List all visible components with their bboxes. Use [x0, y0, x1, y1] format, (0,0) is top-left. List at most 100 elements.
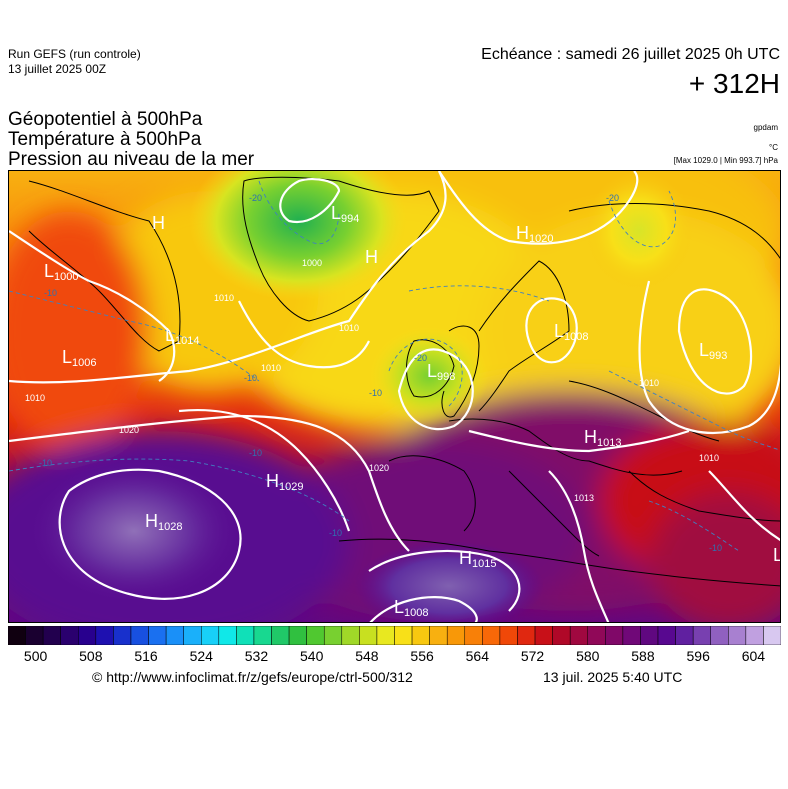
color-scale-swatch	[271, 625, 290, 646]
color-scale-swatch	[218, 625, 237, 646]
color-scale-swatch	[306, 625, 325, 646]
forecast-horizon: + 312H	[688, 68, 780, 99]
unit-geopotential: gpdam	[753, 123, 778, 132]
color-scale-swatch	[323, 625, 343, 646]
color-scale-tick-label: 564	[465, 648, 489, 664]
run-date: 13 juillet 2025 00Z	[8, 62, 107, 76]
color-scale-swatch	[605, 625, 624, 646]
color-scale-tick-label: 532	[244, 648, 269, 664]
color-scale-tick-label: 508	[79, 648, 103, 664]
low-label-east-edge: L	[773, 545, 781, 565]
isotherm-label: -20	[249, 193, 262, 203]
color-scale-tick-label: 548	[355, 648, 379, 664]
color-scale-swatch	[464, 625, 483, 646]
high-label-atlantic: H1028	[145, 511, 182, 533]
color-scale-swatch	[482, 625, 501, 646]
high-label-sahara: H1015	[459, 548, 496, 570]
color-scale-swatch	[236, 625, 255, 646]
isobars	[9, 171, 780, 622]
color-scale-swatch	[394, 625, 413, 646]
param-pressure: Pression au niveau de la mer	[8, 149, 255, 170]
color-scale-swatch	[552, 625, 571, 646]
isotherm-label: -10	[44, 288, 57, 298]
color-scale-swatch	[429, 625, 448, 646]
color-scale-tick-label: 580	[576, 648, 600, 664]
isobar-label: 1013	[574, 493, 594, 503]
color-scale-labels: 500 508 516 524 532 540 548 556 564 572 580 588 596 6…	[0, 648, 788, 666]
isotherm-label: -10	[369, 388, 382, 398]
color-scale-swatch	[675, 625, 694, 646]
color-scale-swatch	[113, 625, 132, 646]
isotherm-label: -10	[709, 543, 722, 553]
color-scale-swatch	[745, 625, 764, 646]
color-scale-swatch	[499, 625, 518, 646]
color-scale-swatch	[78, 625, 97, 646]
color-scale-tick-label: 516	[134, 648, 158, 664]
color-scale-swatch	[534, 625, 553, 646]
color-scale-swatch	[517, 625, 536, 646]
color-scale-swatch	[657, 625, 676, 646]
color-scale-swatch	[288, 625, 307, 646]
color-scale-swatch	[165, 625, 184, 646]
isobar-label: 1010	[339, 323, 359, 333]
color-scale-swatch	[692, 625, 711, 646]
isobar-label: 1020	[119, 425, 139, 435]
color-scale-swatch	[622, 625, 641, 646]
low-label-scandinavia: L1008	[554, 321, 589, 343]
color-scale-swatch	[183, 625, 202, 646]
run-title: Run GEFS (run controle)	[8, 47, 141, 61]
param-temperature: Température à 500hPa	[8, 129, 202, 150]
color-scale-swatch	[411, 625, 430, 646]
isotherm-label: -10	[329, 528, 342, 538]
color-scale-swatch	[130, 625, 149, 646]
color-scale-tick-label: 540	[299, 648, 324, 664]
weather-map: H H H1020 H1029 H1028 H1013 H1015 L1000 L1006 L10…	[8, 170, 781, 623]
isobar-label: 1020	[369, 463, 389, 473]
color-scale-swatch	[42, 625, 61, 646]
color-scale-swatch	[446, 625, 466, 646]
low-label-russia: L993	[699, 340, 727, 362]
color-scale	[7, 625, 782, 646]
source-url: © http://www.infoclimat.fr/z/gefs/europe…	[92, 669, 413, 685]
color-scale-swatch	[728, 625, 747, 646]
color-scale-swatch	[60, 625, 79, 646]
color-scale-swatch	[359, 625, 378, 646]
isobar-label: 1010	[699, 453, 719, 463]
low-label-labrador: L1000	[44, 261, 79, 283]
color-scale-tick-label: 500	[23, 648, 48, 664]
color-scale-tick-label: 596	[686, 648, 710, 664]
forecast-valid-time: Echéance : samedi 26 juillet 2025 0h UTC	[481, 46, 780, 63]
color-scale-swatch	[148, 625, 167, 646]
low-label-ireland: L998	[427, 361, 455, 383]
color-scale-swatch	[640, 625, 659, 646]
low-label-newfoundland: L1014	[165, 325, 200, 347]
isobar-label: 1010	[25, 393, 45, 403]
color-scale-swatch	[201, 625, 220, 646]
pressure-centers: HHH1020H1029H1028H1013H1015L1000L1006L10…	[44, 203, 781, 619]
isobar-label: 1000	[302, 258, 322, 268]
color-scale-swatch	[763, 625, 782, 646]
color-scale-tick-label: 524	[189, 648, 213, 664]
param-geopotential: Géopotentiel à 500hPa	[8, 109, 203, 130]
high-label-azores: H1029	[266, 471, 303, 493]
color-scale-swatch	[710, 625, 729, 646]
isotherm-label: -10	[244, 373, 257, 383]
low-label-algeria: L1008	[394, 597, 429, 619]
isobar-label: 1010	[261, 363, 281, 373]
generation-timestamp: 13 juil. 2025 5:40 UTC	[543, 669, 683, 685]
low-label-greenland: L994	[331, 203, 359, 225]
isobar-label: 1010	[214, 293, 234, 303]
temperature-field	[9, 171, 780, 622]
color-scale-swatch	[95, 625, 114, 646]
color-scale-swatch	[25, 625, 44, 646]
high-label-greenland-west: H	[152, 213, 165, 233]
color-scale-tick-label: 572	[520, 648, 545, 664]
isotherm-label: -10	[249, 448, 262, 458]
color-scale-swatch	[587, 625, 606, 646]
unit-temperature: °C	[769, 143, 778, 152]
color-scale-swatch	[376, 625, 395, 646]
isotherms	[9, 180, 780, 552]
color-scale-swatch	[569, 625, 588, 646]
high-label-balkans: H1013	[584, 427, 621, 449]
color-scale-swatch	[341, 625, 360, 646]
